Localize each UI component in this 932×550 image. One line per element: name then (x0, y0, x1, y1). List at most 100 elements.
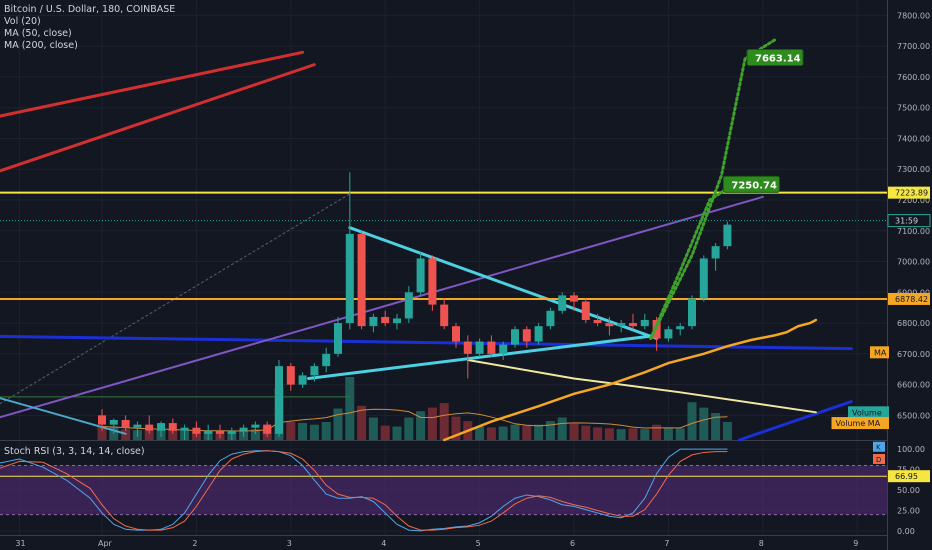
annotations: 7663.14 7250.74 (722, 48, 804, 193)
volume-bar (675, 428, 685, 440)
candle-body (463, 341, 472, 354)
candle (676, 323, 685, 336)
rsi-tick-label: 25.00 (897, 506, 920, 515)
candle (98, 409, 106, 431)
candle (416, 252, 425, 296)
candle-body (357, 233, 366, 327)
candle (699, 255, 708, 302)
candle-body (617, 323, 626, 327)
volume-bar (498, 426, 508, 440)
rsi-tick-label: 100.00 (897, 445, 925, 454)
volume-bar (144, 431, 154, 440)
candle (664, 326, 673, 342)
candle-body (121, 420, 130, 428)
candle-body (452, 326, 460, 342)
ma50-line (442, 318, 818, 442)
candle (617, 320, 626, 333)
volume-bar (286, 422, 296, 440)
candle (428, 255, 437, 311)
grey-dotted-line (0, 193, 351, 405)
candlesticks (98, 172, 732, 440)
price-axis[interactable]: 6500.00 6600.00 6700.00 6800.00 6900.00 7000.… (831, 0, 931, 550)
candle (109, 418, 118, 434)
candle (546, 307, 555, 330)
y-tick-label: 6900.00 (897, 288, 930, 297)
candle (251, 421, 260, 434)
candle-body (629, 323, 637, 327)
cyan-triangle-lower (307, 333, 659, 380)
candle (157, 421, 165, 437)
candle-body (334, 323, 342, 354)
rsi-band-fill (0, 465, 887, 515)
candle (629, 313, 637, 330)
candle-body (699, 258, 708, 299)
candle-body (475, 341, 484, 354)
x-tick-label: 5 (476, 539, 481, 548)
candle (688, 295, 696, 330)
candle (263, 421, 272, 437)
candle (133, 421, 142, 437)
candle (440, 298, 449, 330)
purple-channel-line (0, 195, 764, 419)
candle-body (216, 430, 224, 434)
candle (499, 341, 508, 360)
candle (381, 310, 390, 327)
stoch-rsi-k-line (0, 448, 728, 532)
volume-bar (604, 428, 614, 440)
y-tick-label: 6800.00 (897, 319, 930, 328)
candle (216, 424, 224, 439)
candle (487, 335, 496, 357)
time-axis[interactable]: 31 Apr 2 3 4 5 6 7 8 9 (0, 535, 887, 550)
candle-body (428, 258, 437, 305)
volume-bar (545, 421, 555, 440)
candle (275, 360, 283, 437)
candle-body (440, 304, 449, 327)
y-tick-label: 6600.00 (897, 381, 930, 390)
candle-body (404, 292, 413, 319)
volume-bar (392, 426, 402, 440)
y-tick-label: 7200.00 (897, 196, 930, 205)
candle (558, 292, 567, 314)
axis-badge-text: Volume MA (836, 419, 881, 428)
candle (204, 424, 213, 440)
rsi-tick-label: 75.00 (897, 466, 920, 475)
rsi-band (0, 465, 887, 516)
volume-bar (368, 417, 378, 440)
x-tick-label: 9 (853, 539, 858, 548)
volume-bar (357, 405, 367, 440)
price-label-badge (888, 292, 930, 305)
y-tick-label: 6700.00 (897, 350, 930, 359)
candle-body (275, 366, 283, 434)
axis-badge-text: MA (874, 348, 887, 357)
candle (570, 292, 578, 311)
cyan-lower-left-line (0, 397, 127, 435)
candle (711, 243, 720, 271)
candle-body (605, 323, 614, 327)
rsi-badge (873, 453, 885, 464)
candle-body (204, 430, 213, 434)
candle (310, 363, 319, 382)
candle (640, 313, 649, 330)
price-axis-background (887, 0, 932, 550)
y-tick-label: 6500.00 (897, 411, 930, 420)
volume-bar (593, 427, 603, 440)
red-trendline-2 (0, 63, 316, 173)
target-badge (746, 48, 804, 66)
candle-body (239, 427, 248, 431)
rsi-tick-label: 0.00 (897, 527, 915, 536)
candle (534, 323, 543, 345)
candle (227, 427, 236, 440)
rsi-badge-text: D (876, 456, 881, 464)
candle (522, 326, 531, 348)
candle (511, 326, 519, 348)
price-label-text: 6878.42 (895, 295, 928, 304)
volume-bar (616, 429, 626, 440)
candle (723, 221, 732, 250)
candle (298, 372, 307, 388)
candle-body (192, 427, 201, 434)
volume-bar (510, 424, 520, 440)
candle (168, 418, 177, 434)
volume-bar (628, 428, 638, 440)
candle-body (393, 318, 401, 324)
